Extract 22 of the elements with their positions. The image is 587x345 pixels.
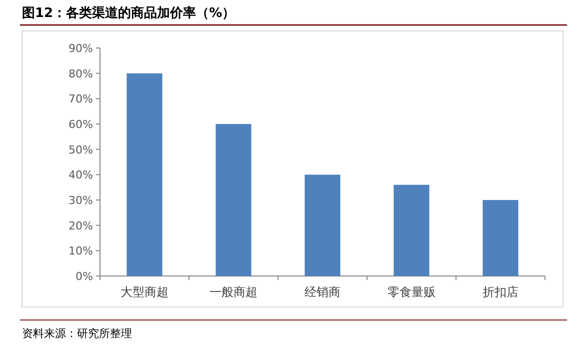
bar — [216, 124, 252, 276]
y-tick-label: 20% — [68, 219, 93, 232]
x-tick-label: 零食量贩 — [388, 285, 436, 299]
y-tick-label: 80% — [68, 67, 93, 80]
x-tick-label: 折扣店 — [482, 285, 518, 299]
y-tick-label: 0% — [76, 270, 93, 283]
y-tick-label: 30% — [68, 194, 93, 207]
y-tick-label: 70% — [68, 92, 93, 106]
bar — [126, 73, 162, 276]
x-tick-label: 经销商 — [304, 285, 340, 299]
x-tick-label: 一般商超 — [210, 285, 258, 299]
text: 资料来源：研究所整理 — [22, 327, 132, 340]
y-tick-label: 90% — [68, 42, 93, 55]
bar — [304, 174, 340, 276]
chart-title: 图12：各类渠道的商品加价率（%） — [22, 5, 236, 21]
x-tick-label: 大型商超 — [120, 285, 168, 299]
y-tick-label: 50% — [68, 143, 93, 156]
y-tick-label: 10% — [68, 244, 93, 258]
bar — [394, 184, 430, 276]
bar — [482, 200, 518, 276]
y-tick-label: 60% — [68, 118, 93, 131]
y-tick-label: 40% — [68, 168, 93, 182]
